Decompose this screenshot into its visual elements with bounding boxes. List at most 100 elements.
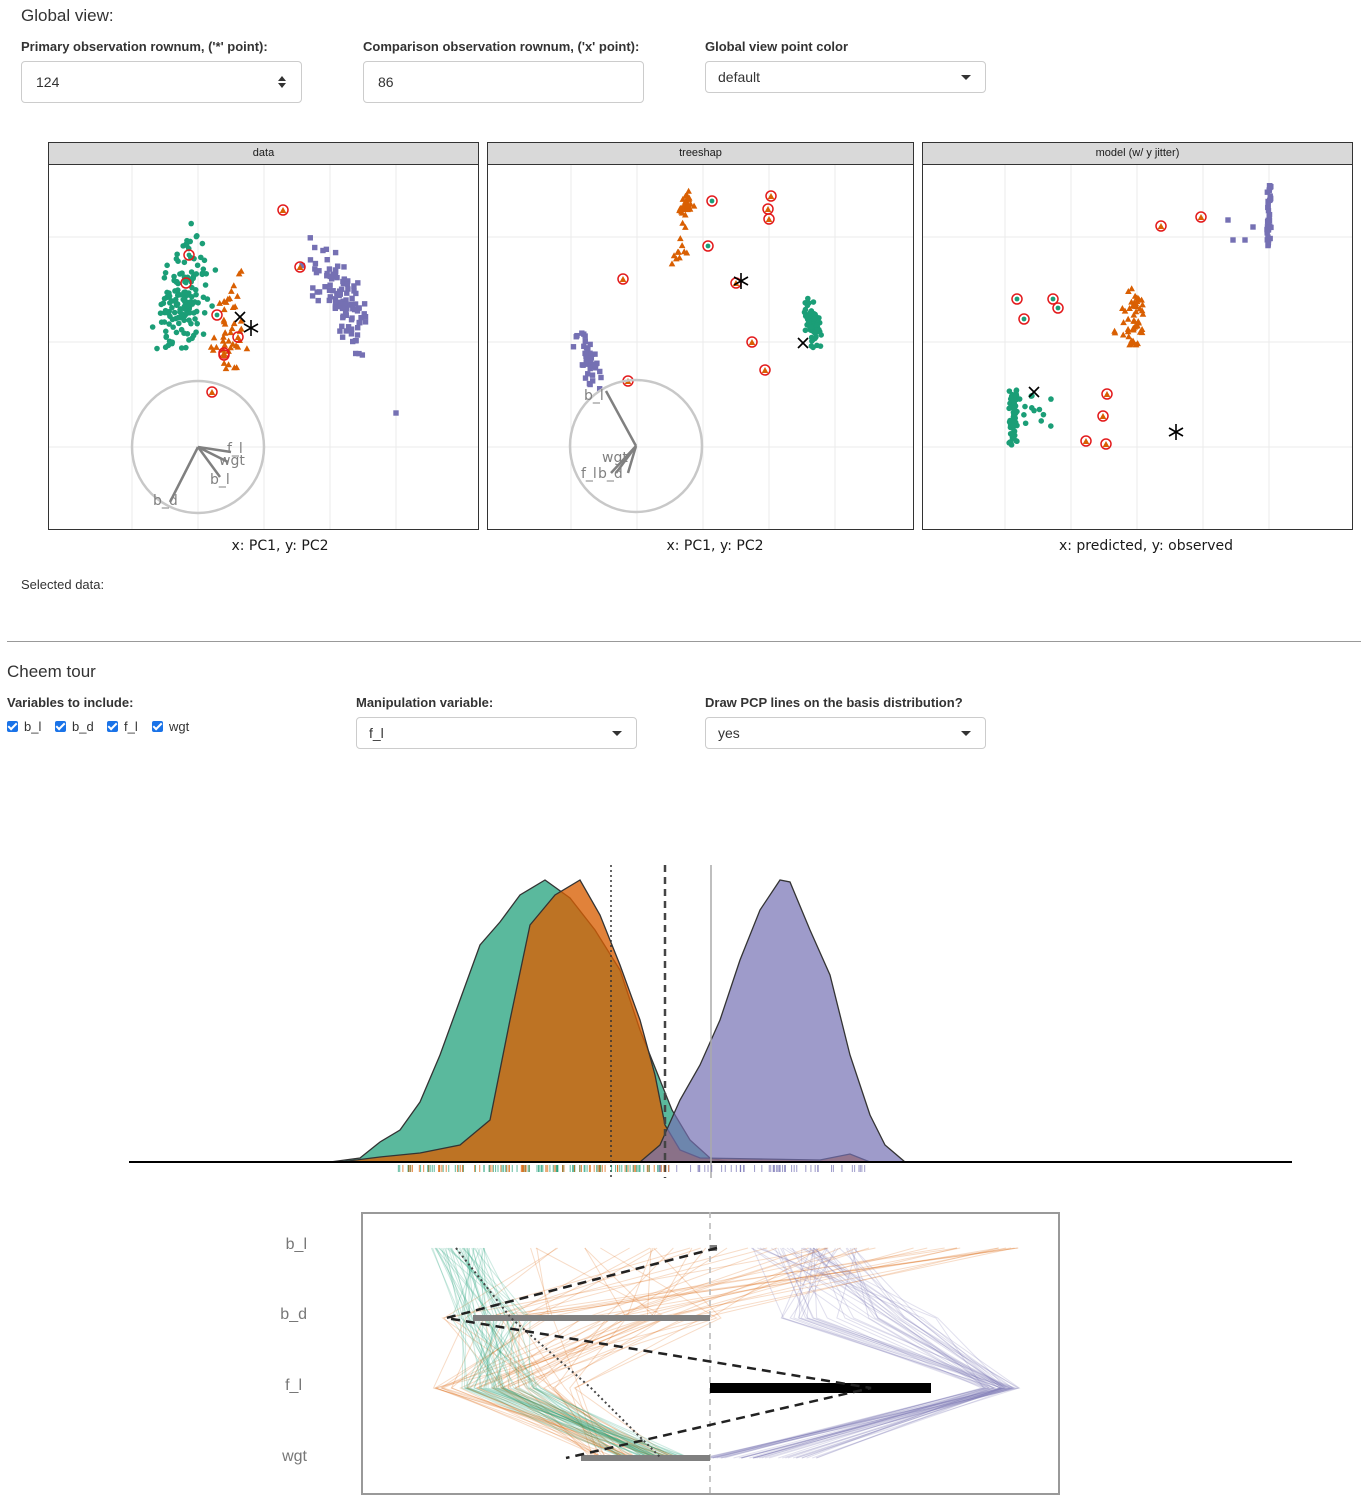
checkbox-b_l[interactable]: b_l	[7, 719, 41, 734]
point-purple	[315, 297, 321, 304]
point-orange	[1082, 438, 1090, 444]
point-color-select[interactable]: default	[705, 61, 986, 93]
point-purple	[582, 338, 588, 344]
facet-panel-data[interactable]: data b_d b_l wgt f_l	[48, 142, 479, 530]
pcp-line-o	[530, 1247, 606, 1459]
pcp-line-o	[432, 1247, 675, 1459]
point-green	[164, 262, 170, 269]
point-purple	[307, 257, 314, 263]
point-purple	[332, 249, 339, 256]
point-green	[186, 337, 192, 343]
pcp-line-g	[464, 1247, 683, 1459]
checkbox-wgt[interactable]: wgt	[152, 719, 189, 734]
pcp-line-g	[436, 1247, 661, 1459]
point-purple	[345, 324, 352, 330]
point-orange	[1124, 315, 1132, 322]
primary-obs-input[interactable]: 124	[21, 61, 302, 103]
pcp-line-o	[513, 1247, 857, 1459]
pcp-line-g	[472, 1247, 655, 1459]
checkbox-f_l[interactable]: f_l	[107, 719, 138, 734]
point-orange	[619, 276, 627, 282]
point-purple	[592, 351, 598, 357]
point-purple	[1268, 183, 1274, 190]
point-purple	[341, 276, 347, 282]
spinner-icon[interactable]	[277, 75, 287, 89]
pcp-line-p	[740, 1247, 1008, 1459]
point-orange	[234, 334, 242, 340]
point-purple	[580, 362, 586, 368]
pcp-line-o	[464, 1247, 1007, 1459]
point-orange	[1119, 304, 1126, 311]
comparison-obs-input[interactable]: 86	[363, 61, 644, 103]
selected-data-label: Selected data:	[21, 577, 105, 592]
point-purple	[357, 319, 363, 326]
facet-panel-model[interactable]: model (w/ y jitter)	[922, 142, 1353, 530]
checkbox-icon[interactable]	[152, 721, 163, 732]
pcp-line-g	[471, 1247, 677, 1459]
point-green	[1038, 418, 1045, 424]
pcp-line-p	[708, 1247, 987, 1459]
point-green	[202, 282, 209, 288]
pcp-line-o	[466, 1247, 841, 1459]
pcp-line-p	[795, 1247, 1007, 1459]
pcp-line-p	[712, 1247, 997, 1459]
pcp-lines-select[interactable]: yes	[705, 717, 986, 749]
axis-circle	[130, 379, 266, 515]
point-orange	[1135, 319, 1143, 326]
point-green	[802, 327, 809, 334]
point-green	[182, 290, 189, 296]
pcp-line-g	[460, 1247, 659, 1459]
axis-text-wgt: wgt	[602, 450, 628, 466]
point-orange	[765, 216, 773, 222]
point-orange	[761, 367, 769, 373]
model-scatter-plot[interactable]	[923, 165, 1352, 529]
point-green	[193, 271, 200, 277]
pcp-line-g	[465, 1247, 669, 1459]
misclassified-ring	[1011, 293, 1023, 305]
point-orange	[226, 295, 233, 302]
pcp-lines-value: yes	[718, 725, 740, 741]
point-green	[183, 280, 189, 286]
pcp-line-p	[705, 1247, 1005, 1459]
point-purple	[307, 235, 313, 241]
point-orange	[1197, 214, 1205, 220]
pcp-line-p	[801, 1247, 995, 1459]
point-purple	[1265, 202, 1271, 209]
pcp-label-b_l: b_l	[285, 1236, 307, 1253]
point-orange	[1132, 300, 1140, 307]
point-purple	[598, 374, 604, 381]
pcp-line-g	[446, 1247, 660, 1459]
point-orange	[1102, 441, 1110, 447]
pcp-line-p	[712, 1247, 1020, 1459]
point-orange	[1139, 310, 1147, 317]
manip-var-select[interactable]: f_l	[356, 717, 637, 749]
axis-text-b_d: b_d	[153, 493, 178, 509]
pcp-line-g	[461, 1247, 660, 1459]
pcp-line-o	[499, 1247, 1019, 1459]
checkbox-icon[interactable]	[107, 721, 118, 732]
point-orange	[1125, 333, 1133, 340]
misclassified-ring	[1080, 435, 1092, 447]
chevron-down-icon	[961, 75, 971, 80]
pcp-line-g	[451, 1247, 651, 1459]
point-green	[174, 292, 181, 298]
axis-caption-model: x: predicted, y: observed	[1058, 538, 1234, 554]
point-orange	[279, 207, 287, 213]
checkbox-icon[interactable]	[7, 721, 18, 732]
checkbox-icon[interactable]	[55, 721, 66, 732]
checkbox-b_d[interactable]: b_d	[55, 719, 94, 734]
pcp-line-o	[507, 1247, 945, 1459]
point-green	[1028, 393, 1035, 399]
pcp-basis-plot[interactable]	[361, 1212, 1060, 1495]
point-green	[201, 309, 208, 316]
point-purple	[587, 365, 593, 372]
axis-text-f_l: f_l	[581, 466, 597, 482]
pcp-line-p	[778, 1247, 996, 1459]
point-orange	[1099, 413, 1107, 419]
pcp-line-g	[434, 1247, 635, 1459]
point-orange	[1136, 305, 1143, 312]
tour-density-plot[interactable]	[0, 840, 1361, 1185]
facet-panel-treeshap[interactable]: treeshap b_l wgt f_l b_d	[487, 142, 914, 530]
